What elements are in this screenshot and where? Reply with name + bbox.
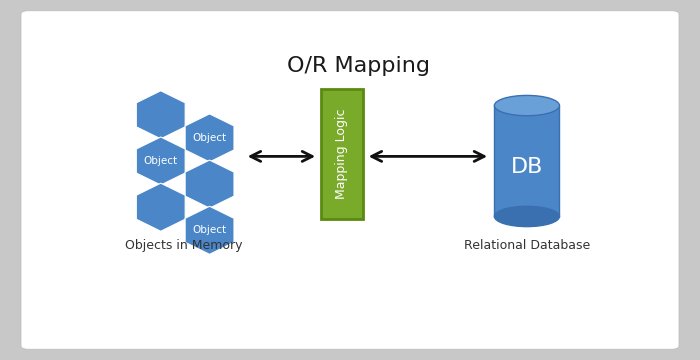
Text: Object: Object xyxy=(193,133,227,143)
Text: DB: DB xyxy=(511,157,543,176)
Polygon shape xyxy=(136,183,186,231)
Polygon shape xyxy=(136,91,186,139)
Text: Object: Object xyxy=(193,225,227,235)
Text: Mapping Logic: Mapping Logic xyxy=(335,109,349,199)
Ellipse shape xyxy=(494,95,559,116)
Ellipse shape xyxy=(494,206,559,226)
Bar xyxy=(494,105,559,216)
Text: Object: Object xyxy=(144,156,178,166)
Text: O/R Mapping: O/R Mapping xyxy=(287,56,430,76)
Polygon shape xyxy=(185,206,234,254)
Polygon shape xyxy=(185,114,234,162)
Polygon shape xyxy=(136,137,186,185)
Text: Relational Database: Relational Database xyxy=(464,239,590,252)
Text: Objects in Memory: Objects in Memory xyxy=(125,239,243,252)
Bar xyxy=(321,89,363,219)
Polygon shape xyxy=(185,160,234,208)
